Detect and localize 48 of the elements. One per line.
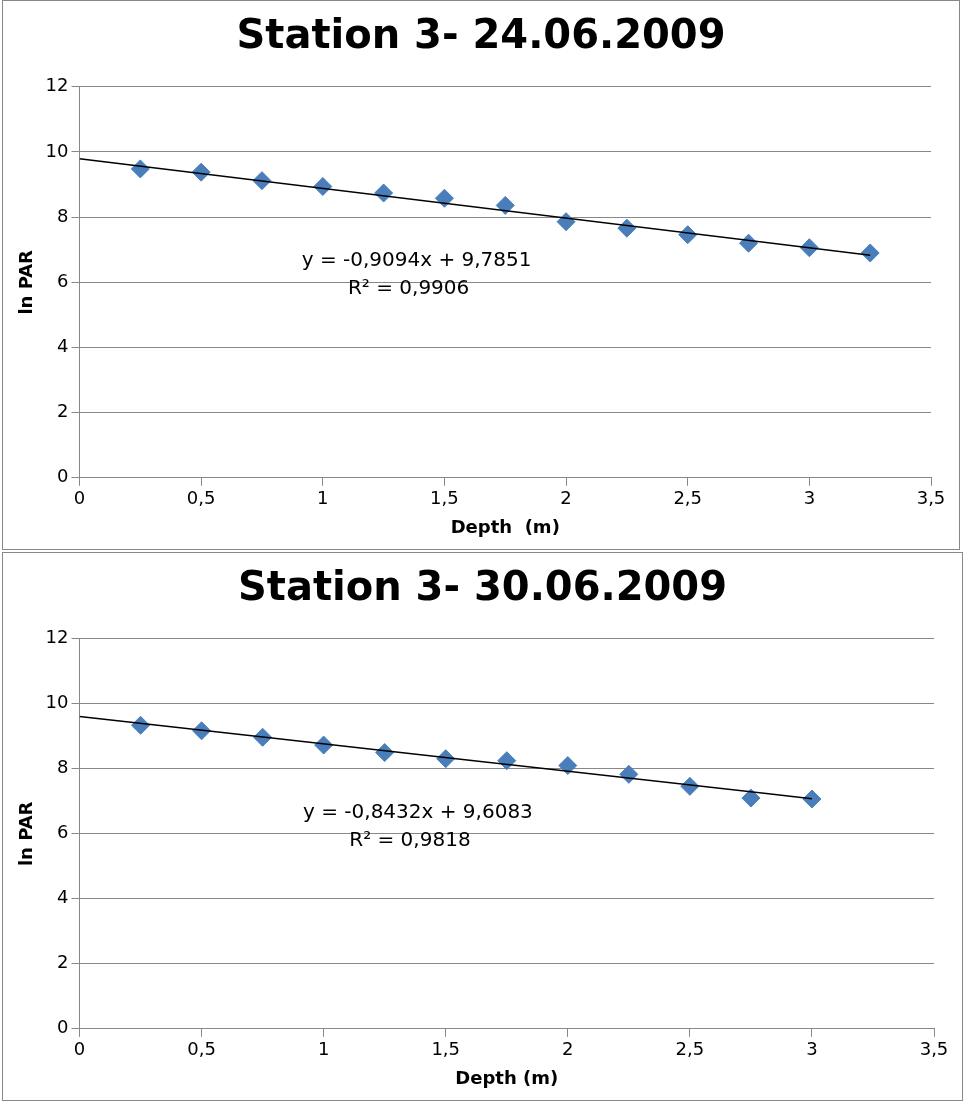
x-tick-label: 1,5 (431, 1038, 461, 1060)
x-tick-label: 0 (73, 487, 86, 509)
annotation: y = -0,9094x + 9,7851 (301, 247, 532, 272)
chart-title: Station 3- 30.06.2009 (236, 563, 728, 609)
y-tick-label: 12 (45, 626, 69, 648)
point (558, 756, 578, 776)
y-tick-label: 8 (57, 756, 69, 778)
y-tick-label: 8 (57, 204, 69, 226)
y-axis-title: ln PAR (15, 801, 37, 867)
y-axis-title: ln PAR (15, 249, 37, 315)
x-tick-label: 2,5 (675, 1038, 705, 1060)
x-tick-label: 3 (806, 1038, 818, 1060)
x-tick-label: 0 (73, 1038, 86, 1060)
point (556, 212, 576, 232)
y-tick-label: 4 (57, 886, 69, 908)
x-tick-label: 2 (560, 487, 572, 509)
y-tick-label: 10 (45, 691, 69, 713)
x-axis-title: Depth (m) (455, 1066, 559, 1088)
y-tick-label: 2 (57, 400, 69, 422)
y-tick-label: 6 (57, 269, 69, 291)
x-tick-label: 0,5 (186, 487, 216, 509)
y-tick-label: 0 (57, 1016, 69, 1038)
chart-title: Station 3- 24.06.2009 (235, 11, 727, 57)
point (495, 195, 515, 215)
point (860, 243, 880, 263)
x-tick-label: 0,5 (187, 1038, 216, 1060)
annotation: R² = 0,9906 (347, 275, 470, 300)
y-tick-label: 4 (57, 335, 69, 357)
annotation: y = -0,8432x + 9,6083 (303, 799, 533, 823)
point (741, 788, 761, 808)
x-tick-label: 3,5 (916, 487, 946, 509)
x-tick-label: 1 (317, 487, 329, 509)
x-tick-label: 3,5 (919, 1038, 949, 1060)
x-tick-label: 1 (317, 1038, 330, 1060)
y-tick-label: 12 (45, 74, 69, 96)
annotation: R² = 0,9818 (349, 827, 471, 851)
point (619, 764, 639, 784)
x-tick-label: 2 (562, 1038, 574, 1060)
point (802, 789, 822, 809)
y-tick-label: 2 (57, 951, 69, 973)
y-tick-label: 6 (57, 821, 69, 843)
y-tick-label: 10 (45, 139, 69, 161)
x-tick-label: 1,5 (430, 487, 459, 509)
point (434, 188, 454, 208)
x-tick-label: 3 (803, 487, 816, 509)
x-tick-label: 2,5 (673, 487, 703, 509)
x-axis-title: Depth (m) (450, 515, 560, 537)
y-tick-label: 0 (57, 465, 69, 487)
